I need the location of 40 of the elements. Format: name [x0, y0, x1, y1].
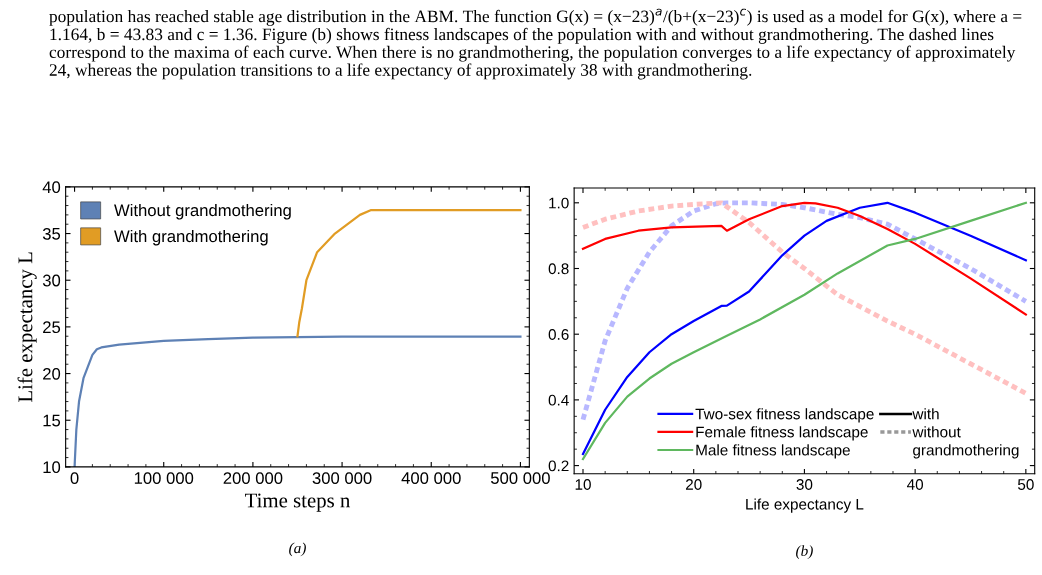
text: (a) [289, 542, 306, 557]
y-tick-label: 15 [43, 414, 61, 427]
x-tick-label: 20 [685, 479, 702, 490]
y-tick-label: 1.0 [549, 197, 569, 209]
legend-label: Without grandmothering [114, 203, 291, 220]
x-tick-label: 10 [575, 479, 591, 490]
x-axis-title: Life expectancy L [746, 498, 864, 513]
text: (b) [796, 545, 813, 560]
legend-title: grandmothering [913, 444, 1019, 459]
y-tick-label: 30 [42, 274, 61, 287]
x-tick-label: 300 000 [312, 472, 372, 484]
y-tick-label: 35 [42, 227, 61, 240]
y-tick-label: 10 [43, 461, 61, 474]
line-series [73, 335, 522, 467]
x-tick-label: 40 [906, 479, 924, 490]
y-tick-label: 40 [42, 181, 61, 194]
x-tick-label: 200 000 [223, 472, 283, 484]
legend-label: Male fitness landscape [696, 444, 850, 459]
x-tick-label: 0 [70, 472, 79, 484]
y-tick-label: 0.4 [548, 394, 569, 406]
text: population has reached stable age distribution in the ABM. The function G(x) = (x−23)$^{a}$/(b+(x−23)$^{c}$) is used as a model for G(x), where a = 1.164, b = 43.83 and c = 1.36. Figure (b) shows fitness landscapes of the population with and without grandmothering. The dashed lines correspond to the maxima of each curve. When there is no grandmothering, the population converges to a life expectancy of approximately 24, whereas the population transitions to a life expectancy of approximately 38 with grandmothering. [49, 8, 1022, 80]
y-tick-label: 0.2 [548, 460, 569, 472]
y-tick-label: 0.8 [548, 263, 569, 275]
line-series [581, 201, 1027, 316]
y-axis-title: Life expectancy L [17, 252, 37, 403]
x-tick-label: 400 000 [401, 472, 461, 484]
y-tick-label: 25 [43, 321, 61, 334]
y-tick-label: 0.6 [548, 329, 569, 340]
line-series [296, 209, 522, 338]
y-tick-label: 20 [43, 367, 61, 380]
x-tick-label: 500 000 [490, 472, 550, 484]
legend-label: With grandmothering [114, 229, 268, 246]
x-axis-title: Time steps n [245, 493, 351, 512]
x-tick-label: 30 [796, 479, 813, 490]
annotation: with [912, 408, 939, 420]
x-tick-label: 100 000 [134, 472, 194, 484]
legend-label: Female fitness landscape [696, 426, 868, 441]
annotation: without [912, 426, 961, 438]
x-tick-label: 50 [1017, 479, 1034, 490]
legend-label: Two-sex fitness landscape [695, 408, 874, 423]
